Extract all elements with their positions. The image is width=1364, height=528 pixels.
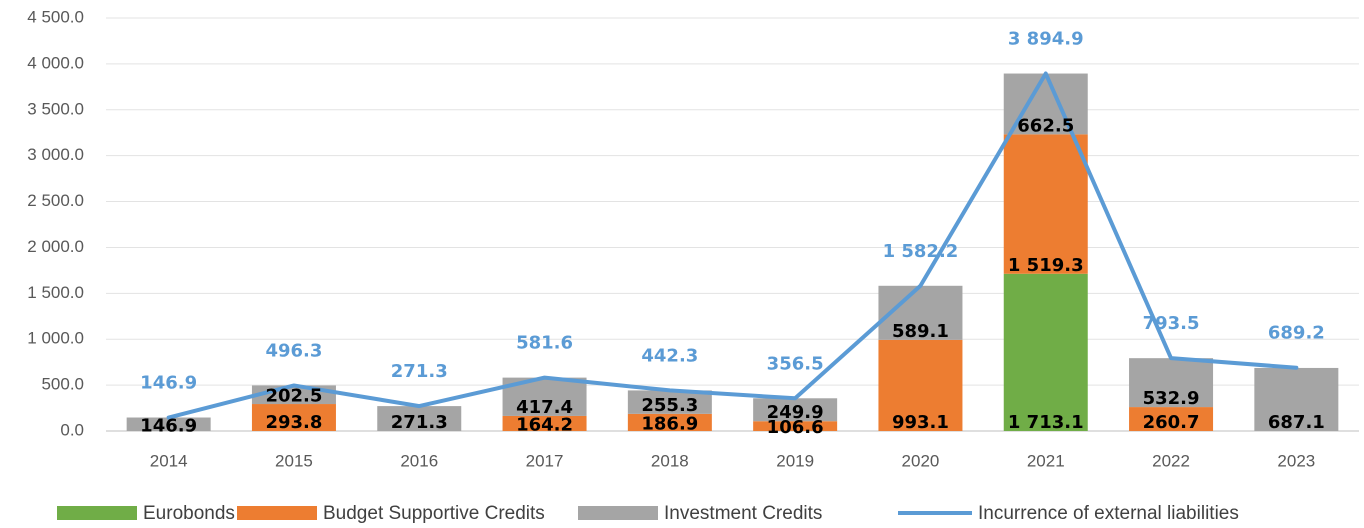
y-tick-label: 2 000.0: [27, 237, 84, 256]
bar-segment: [1129, 407, 1214, 431]
bar-value-label: 164.2: [516, 414, 573, 435]
bar-segment: [1129, 358, 1214, 408]
y-tick-label: 500.0: [41, 375, 84, 394]
bar-value-label: 249.9: [767, 402, 824, 423]
bar-value-label: 271.3: [391, 412, 448, 433]
line-series: [166, 71, 1299, 420]
legend-swatch: [57, 506, 137, 520]
x-tick-label: 2023: [1277, 451, 1315, 470]
y-tick-label: 3 000.0: [27, 145, 84, 164]
line-value-label: 689.2: [1268, 323, 1325, 344]
legend-label: Incurrence of external liabilities: [978, 503, 1239, 524]
x-tick-label: 2021: [1027, 451, 1065, 470]
bar-segment: [1003, 273, 1088, 431]
x-tick-label: 2014: [150, 451, 188, 470]
line-value-label: 271.3: [391, 361, 448, 382]
y-tick-label: 1 000.0: [27, 329, 84, 348]
bar-value-label: 1 713.1: [1008, 412, 1084, 433]
bar-segment: [753, 421, 838, 431]
bar-segment: [251, 404, 336, 431]
bar-segment: [377, 406, 462, 431]
bar-value-label: 260.7: [1143, 412, 1200, 433]
line-value-label: 356.5: [767, 353, 824, 374]
bar-value-label: 255.3: [641, 395, 698, 416]
bar-value-label: 1 519.3: [1008, 255, 1084, 276]
x-tick-label: 2020: [902, 451, 940, 470]
bar-value-label: 993.1: [892, 412, 949, 433]
y-tick-label: 2 500.0: [27, 191, 84, 210]
legend-label: Investment Credits: [664, 503, 822, 524]
bar-segment: [627, 413, 712, 431]
x-tick-label: 2022: [1152, 451, 1190, 470]
bar-segment: [1254, 367, 1339, 431]
legend-label: Eurobonds: [143, 503, 235, 524]
y-tick-label: 3 500.0: [27, 99, 84, 118]
line-value-label: 581.6: [516, 333, 573, 354]
y-tick-label: 0.0: [60, 420, 84, 439]
bar-value-label: 589.1: [892, 321, 949, 342]
y-tick-label: 4 000.0: [27, 53, 84, 72]
legend-label: Budget Supportive Credits: [323, 503, 545, 524]
bar-value-label: 687.1: [1268, 412, 1325, 433]
bar-value-label: 146.9: [140, 415, 197, 436]
line-value-label: 442.3: [641, 345, 698, 366]
bar-value-label: 186.9: [641, 413, 698, 434]
line-value-label: 146.9: [140, 373, 197, 394]
x-tick-label: 2015: [275, 451, 313, 470]
line-value-label: 496.3: [265, 340, 322, 361]
line-value-label: 793.5: [1143, 313, 1200, 334]
y-tick-label: 1 500.0: [27, 283, 84, 302]
x-tick-label: 2018: [651, 451, 689, 470]
bar-segment: [878, 339, 963, 431]
bar-segment: [502, 415, 587, 431]
line-value-label: 3 894.9: [1008, 29, 1084, 50]
bar-value-label: 202.5: [265, 386, 322, 407]
x-tick-label: 2019: [776, 451, 814, 470]
legend-swatch: [237, 506, 317, 520]
bar-segment: [1003, 134, 1088, 274]
y-tick-label: 4 500.0: [27, 7, 84, 26]
legend-swatch: [578, 506, 658, 520]
x-tick-label: 2016: [400, 451, 438, 470]
bar-value-label: 106.6: [767, 417, 824, 438]
bar-value-label: 293.8: [265, 412, 322, 433]
x-tick-label: 2017: [526, 451, 564, 470]
bar-segment: [753, 398, 838, 422]
bar-value-label: 417.4: [516, 397, 573, 418]
bar-segment: [627, 390, 712, 414]
bar-segment: [126, 417, 211, 431]
line-value-label: 1 582.2: [883, 241, 959, 262]
bar-value-label: 662.5: [1017, 115, 1074, 136]
bar-value-label: 532.9: [1143, 388, 1200, 409]
